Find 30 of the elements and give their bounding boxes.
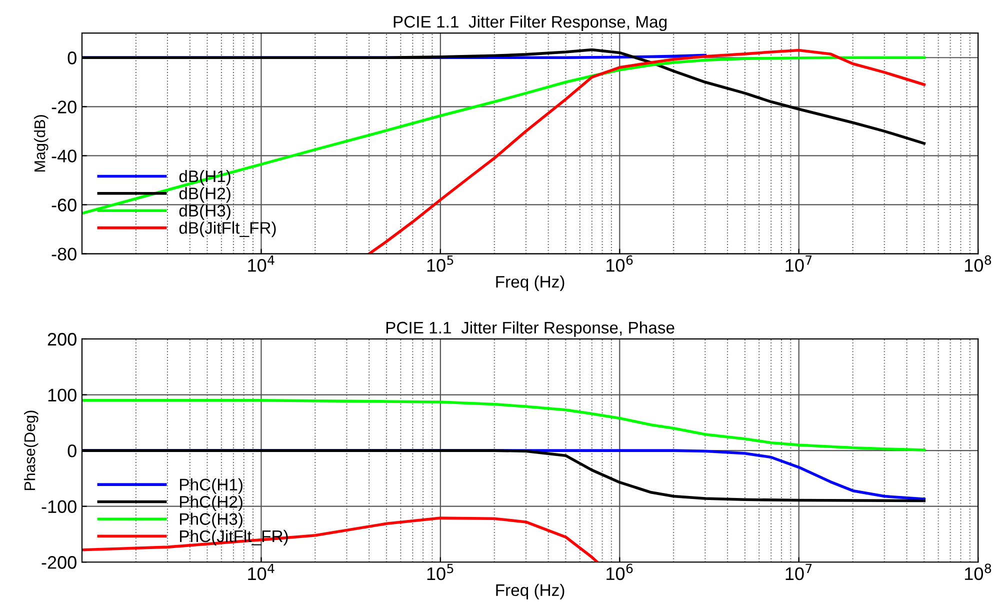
x-axis-title: Freq (Hz) [496, 275, 564, 292]
x-tick-label: 10$^{8}$ [965, 564, 992, 580]
y-tick-label: 0 [68, 52, 76, 64]
y-axis-title: Phase(Deg) [24, 410, 38, 490]
chart-title: PCIE 1.1 Jitter Filter Response, Phase [386, 321, 674, 337]
x-tick-label: 10$^{5}$ [427, 564, 454, 580]
y-tick-label: -200 [42, 556, 76, 569]
x-tick-label: 10$^{7}$ [786, 564, 812, 580]
y-tick-label: 0 [68, 444, 76, 458]
x-tick-label: 10$^{7}$ [786, 255, 812, 272]
x-axis-title: Freq (Hz) [496, 584, 564, 600]
y-tick-label: 100 [48, 388, 76, 402]
legend-label: PhC(H1) [180, 478, 242, 494]
y-tick-label: -100 [42, 500, 76, 514]
x-tick-label: 10$^{6}$ [606, 255, 633, 272]
x-tick-label: 10$^{6}$ [606, 564, 633, 580]
chart-title: PCIE 1.1 Jitter Filter Response, Mag [394, 15, 667, 32]
y-axis-title: Mag(dB) [34, 115, 48, 172]
x-tick-label: 10$^{8}$ [965, 255, 992, 272]
legend-label: dB(H3) [179, 204, 230, 220]
y-tick-label: -20 [52, 100, 76, 114]
y-tick-label: -80 [52, 248, 76, 260]
y-tick-label: -60 [52, 198, 76, 212]
legend-label: PhC(H3) [180, 512, 242, 528]
y-tick-label: 200 [48, 332, 76, 346]
x-tick-label: 10$^{4}$ [248, 564, 274, 580]
y-tick-label: -40 [52, 150, 76, 162]
legend-label: dB(H2) [179, 187, 230, 203]
x-tick-label: 10$^{4}$ [248, 255, 274, 272]
x-tick-label: 10$^{5}$ [427, 255, 454, 272]
